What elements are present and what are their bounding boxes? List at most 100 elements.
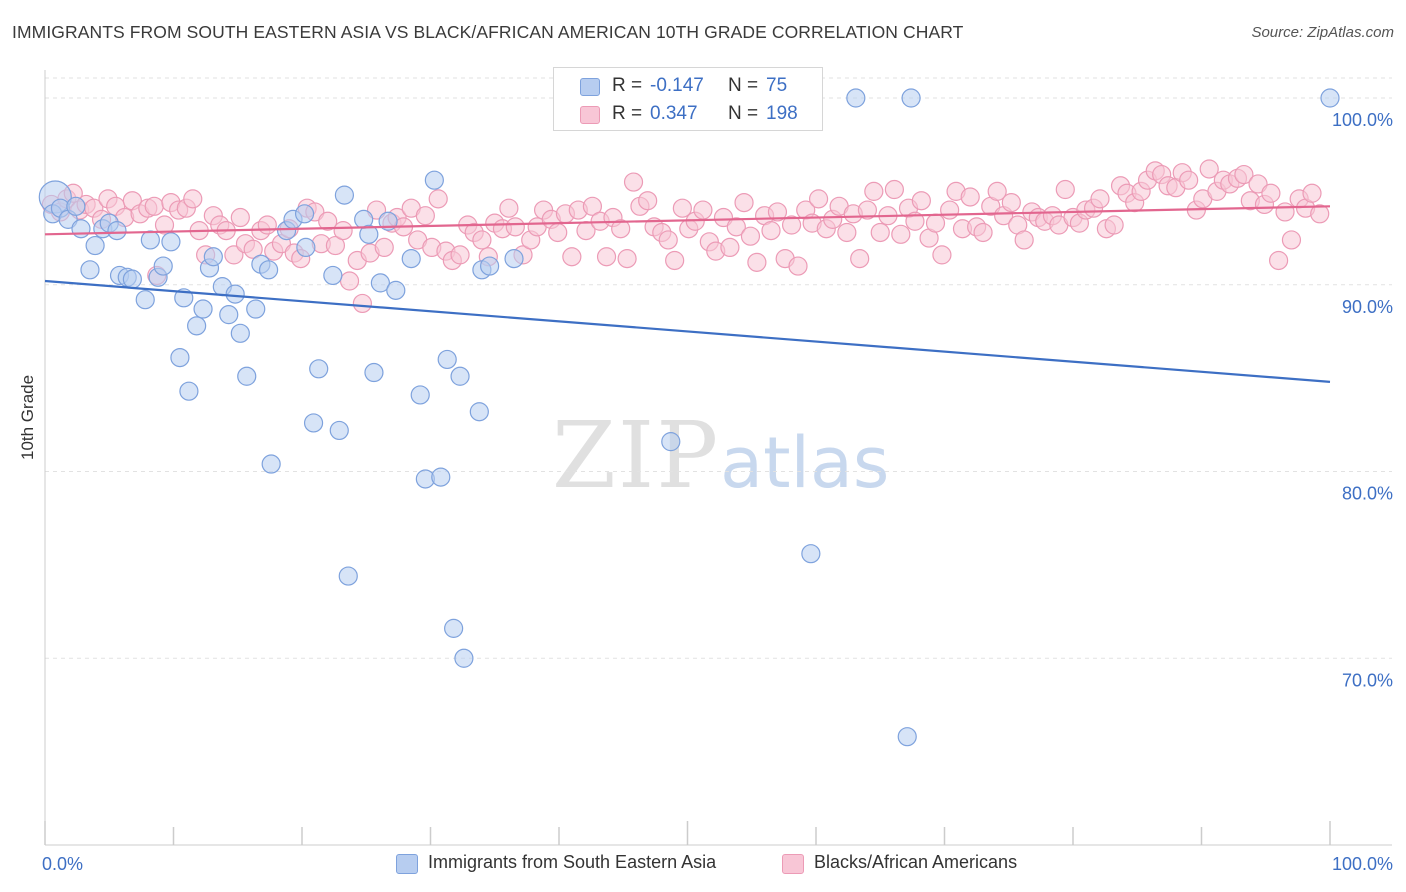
chart-title: IMMIGRANTS FROM SOUTH EASTERN ASIA VS BL… <box>12 22 964 42</box>
data-point-pink <box>864 181 884 201</box>
data-point-pink <box>428 189 448 209</box>
data-point-pink <box>987 181 1007 201</box>
bottom-legend-swatch-pink <box>782 854 804 874</box>
data-point-blue <box>370 273 390 293</box>
data-point-blue <box>179 381 199 401</box>
bottom-legend-blue-label: Immigrants from South Eastern Asia <box>428 852 717 872</box>
data-point-pink <box>1001 192 1021 213</box>
data-point-blue <box>135 290 155 310</box>
data-point-blue <box>107 221 127 241</box>
data-point-blue <box>246 299 266 319</box>
data-point-pink <box>1199 159 1219 179</box>
data-point-blue <box>203 247 223 267</box>
data-point-pink <box>1179 170 1199 190</box>
trend-line-pink <box>44 205 1331 236</box>
data-point-pink <box>339 271 360 291</box>
data-point-pink <box>925 213 946 233</box>
data-point-blue <box>80 260 100 280</box>
watermark-zip: ZIP <box>552 402 721 509</box>
data-point-pink <box>505 217 525 237</box>
data-point-blue <box>364 362 384 383</box>
data-point-pink <box>562 247 582 267</box>
data-point-pink <box>672 198 692 218</box>
data-point-pink <box>905 211 925 231</box>
watermark: ZIPatlas <box>552 402 889 509</box>
data-point-pink <box>318 211 338 231</box>
data-point-pink <box>747 252 767 272</box>
y-tick-label: 70.0% <box>1342 670 1393 690</box>
x-tick-label-min: 0.0% <box>42 854 83 874</box>
data-point-blue <box>424 170 444 190</box>
data-point-blue <box>294 204 315 224</box>
correlation-legend: R = -0.147 N = 75 R = 0.347 N = 198 <box>553 67 823 131</box>
data-point-pink <box>713 207 734 228</box>
data-point-pink <box>183 189 203 209</box>
bottom-legend-pink-label: Blacks/African Americans <box>814 852 1018 872</box>
data-point-pink <box>1055 179 1075 200</box>
data-point-pink <box>611 219 631 239</box>
data-point-blue <box>334 185 355 205</box>
legend-row-blue: R = -0.147 N = 75 <box>554 72 822 100</box>
data-point-pink <box>1275 202 1295 222</box>
data-point-blue <box>504 249 524 269</box>
data-point-pink <box>884 179 904 200</box>
data-point-pink <box>224 245 244 265</box>
data-point-pink <box>1261 183 1281 203</box>
data-point-pink <box>154 215 175 235</box>
data-point-blue <box>801 544 821 564</box>
data-point-blue <box>431 467 451 487</box>
trend-line-blue <box>44 279 1331 383</box>
legend-swatch-blue <box>580 78 600 96</box>
data-point-blue <box>469 402 489 422</box>
data-point-blue <box>66 196 86 216</box>
data-point-pink <box>837 222 857 243</box>
watermark-atlas: atlas <box>720 422 890 504</box>
data-point-blue <box>661 432 681 452</box>
data-point-pink <box>870 222 890 243</box>
data-point-blue <box>237 366 257 386</box>
y-tick-label: 90.0% <box>1342 297 1393 317</box>
data-point-pink <box>1268 250 1289 271</box>
data-point-blue <box>450 366 470 386</box>
data-point-blue <box>480 256 500 276</box>
data-point-blue <box>161 232 181 252</box>
data-point-pink <box>352 293 372 314</box>
legend-r-value: -0.147 <box>650 75 704 96</box>
data-point-blue <box>1320 88 1340 108</box>
data-point-pink <box>366 200 387 220</box>
data-point-blue <box>296 237 316 258</box>
data-point-pink <box>1234 164 1254 185</box>
data-point-pink <box>767 202 788 222</box>
data-point-pink <box>415 206 435 226</box>
data-point-blue <box>225 284 245 304</box>
data-point-pink <box>623 172 644 192</box>
data-point-pink <box>693 200 713 220</box>
data-point-pink <box>1104 215 1124 235</box>
data-point-pink <box>960 187 980 207</box>
data-point-pink <box>1302 183 1322 203</box>
data-point-blue <box>85 235 105 256</box>
data-point-blue <box>329 420 349 441</box>
data-point-pink <box>548 222 568 243</box>
data-point-pink <box>658 230 678 250</box>
data-point-pink <box>911 191 931 211</box>
y-tick-label: 100.0% <box>1332 110 1393 130</box>
data-point-pink <box>761 221 781 241</box>
data-point-blue <box>303 413 324 433</box>
legend-r-value: 0.347 <box>650 103 698 124</box>
legend-n-label: N = <box>728 75 759 96</box>
x-tick-label-max: 100.0% <box>1332 854 1393 874</box>
data-point-pink <box>720 237 740 258</box>
legend-row-pink: R = 0.347 N = 198 <box>554 100 822 128</box>
data-point-pink <box>973 222 993 243</box>
data-point-pink <box>243 239 263 259</box>
y-tick-label: 80.0% <box>1342 484 1393 504</box>
data-point-blue <box>153 256 173 276</box>
data-point-pink <box>665 250 685 271</box>
data-point-pink <box>788 256 808 276</box>
data-point-pink <box>230 207 250 228</box>
data-point-pink <box>726 217 746 237</box>
data-point-blue <box>897 727 917 747</box>
data-point-pink <box>850 249 870 269</box>
